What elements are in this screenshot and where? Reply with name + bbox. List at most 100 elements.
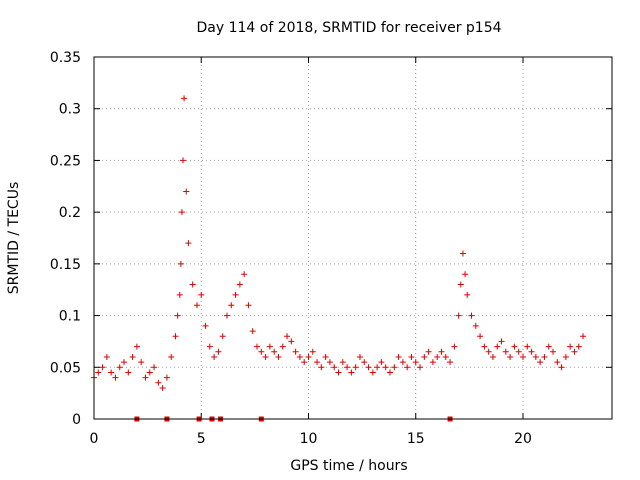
data-point — [344, 364, 351, 371]
data-point — [404, 364, 411, 371]
data-point — [515, 348, 522, 355]
data-point — [99, 364, 106, 371]
data-point — [481, 343, 488, 350]
data-point — [245, 302, 252, 309]
data-point — [318, 364, 325, 371]
grid-lines — [94, 57, 612, 419]
data-point — [301, 359, 308, 366]
data-point — [185, 240, 192, 247]
data-point — [489, 353, 496, 360]
data-point — [374, 364, 381, 371]
data-point — [183, 188, 190, 195]
data-point — [181, 95, 188, 102]
data-point — [112, 374, 119, 381]
data-point — [249, 328, 256, 335]
data-point — [451, 343, 458, 350]
data-point — [502, 348, 509, 355]
data-point — [180, 157, 187, 164]
data-point — [494, 343, 501, 350]
y-axis-label: SRMTID / TECUs — [6, 182, 22, 295]
data-point — [232, 291, 239, 298]
data-point — [309, 348, 316, 355]
data-point — [258, 348, 265, 355]
x-tick-label: 5 — [197, 431, 206, 447]
data-point — [198, 291, 205, 298]
data-point — [356, 353, 363, 360]
data-point — [554, 359, 561, 366]
data-point — [193, 302, 200, 309]
data-point — [174, 312, 181, 319]
axis-ticks: 0 0.05 0.1 0.15 0.2 0.25 0.3 0.35 0 5 10 15 20 — [50, 50, 612, 447]
data-point — [580, 333, 587, 340]
data-point — [545, 343, 552, 350]
data-point — [399, 359, 406, 366]
data-point — [462, 271, 469, 278]
data-point — [172, 333, 179, 340]
data-point — [434, 353, 441, 360]
data-point — [219, 333, 226, 340]
x-tick-label: 20 — [514, 431, 532, 447]
data-point — [223, 312, 230, 319]
data-point — [464, 291, 471, 298]
data-point — [369, 369, 376, 376]
data-point — [558, 364, 565, 371]
data-point — [425, 348, 432, 355]
data-point — [550, 348, 557, 355]
data-point — [361, 359, 368, 366]
data-point — [292, 348, 299, 355]
data-point — [95, 369, 102, 376]
data-point — [103, 353, 110, 360]
data-point — [378, 359, 385, 366]
data-point — [417, 364, 424, 371]
y-tick-label: 0.1 — [59, 309, 81, 325]
data-point — [125, 369, 132, 376]
data-point — [524, 343, 531, 350]
data-point — [339, 359, 346, 366]
data-point — [279, 343, 286, 350]
data-point — [121, 359, 128, 366]
data-point — [163, 374, 170, 381]
data-point — [532, 353, 539, 360]
y-tick-label: 0.05 — [50, 360, 81, 376]
data-point — [477, 333, 484, 340]
data-point — [202, 322, 209, 329]
data-point — [438, 348, 445, 355]
y-tick-label: 0.3 — [59, 102, 81, 118]
data-point — [348, 369, 355, 376]
data-point — [365, 364, 372, 371]
data-point — [275, 353, 282, 360]
data-point — [528, 348, 535, 355]
data-point — [284, 333, 291, 340]
y-tick-label: 0.15 — [50, 257, 81, 273]
data-point — [116, 364, 123, 371]
data-point — [241, 271, 248, 278]
data-point — [322, 353, 329, 360]
data-point — [326, 359, 333, 366]
data-point — [331, 364, 338, 371]
data-point — [155, 379, 162, 386]
data-point — [575, 343, 582, 350]
data-point — [236, 281, 243, 288]
data-point — [562, 353, 569, 360]
data-point — [459, 250, 466, 257]
y-tick-label: 0.25 — [50, 153, 81, 169]
data-point — [305, 353, 312, 360]
data-point — [178, 209, 185, 216]
data-point — [296, 353, 303, 360]
data-point — [266, 343, 273, 350]
data-point — [421, 353, 428, 360]
data-point — [511, 343, 518, 350]
chart-title: Day 114 of 2018, SRMTID for receiver p15… — [196, 20, 501, 36]
data-point — [457, 281, 464, 288]
data-point — [412, 359, 419, 366]
data-point — [177, 260, 184, 267]
data-point — [288, 338, 295, 345]
x-axis-label: GPS time / hours — [290, 458, 407, 474]
data-point — [472, 322, 479, 329]
y-tick-label: 0 — [72, 412, 81, 428]
data-point — [335, 369, 342, 376]
data-point — [468, 312, 475, 319]
y-tick-label: 0.2 — [59, 205, 81, 221]
plot-frame — [93, 56, 613, 420]
